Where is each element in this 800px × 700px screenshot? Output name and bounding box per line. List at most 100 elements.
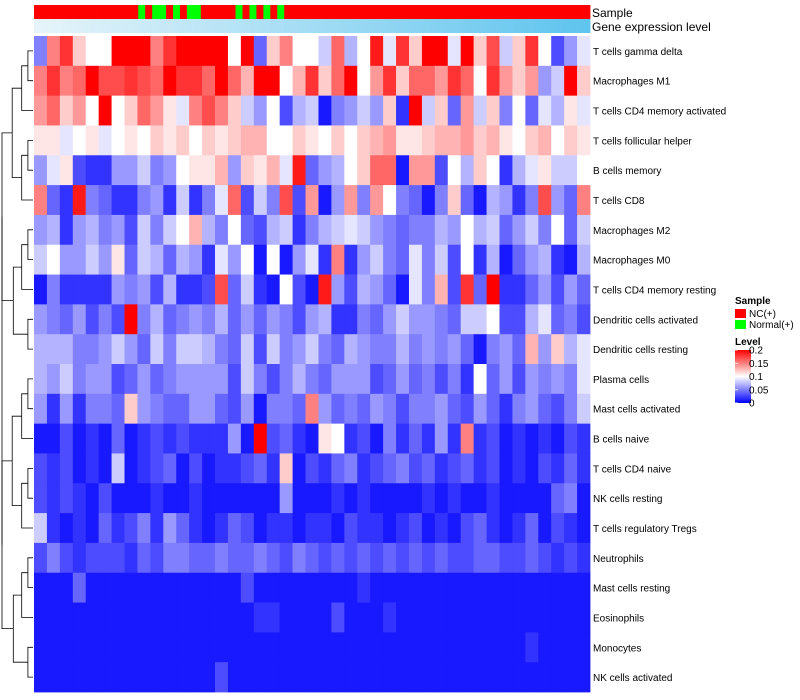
heatmap-cell [577, 125, 591, 156]
heatmap-cell [189, 632, 203, 663]
heatmap-cell [318, 244, 332, 275]
heatmap-cell [305, 244, 319, 275]
level-annotation-cell [534, 19, 542, 33]
heatmap-cell [396, 364, 410, 395]
sample-annotation-label: Sample [592, 6, 633, 20]
heatmap-cell [176, 572, 190, 603]
heatmap-cell [408, 304, 423, 335]
heatmap-cell [538, 632, 552, 663]
heatmap-cell [215, 513, 229, 544]
heatmap-cell [473, 662, 487, 693]
heatmap-cell [357, 214, 371, 246]
heatmap-cell [98, 304, 112, 335]
heatmap-cell [215, 393, 229, 425]
level-annotation-cell [103, 19, 111, 33]
dendrogram-branch [12, 594, 28, 663]
heatmap-cell [357, 602, 371, 633]
heatmap-cell [227, 65, 242, 97]
level-annotation-cell [471, 19, 480, 33]
heatmap-cell [318, 334, 332, 365]
heatmap-cell [421, 244, 436, 275]
heatmap-cell [473, 632, 487, 663]
heatmap-cell [163, 662, 177, 693]
heatmap-cell [202, 274, 216, 305]
heatmap-cell [72, 393, 87, 425]
heatmap-cell [370, 364, 384, 395]
heatmap-cell [111, 632, 125, 663]
heatmap-cell [499, 95, 513, 126]
heatmap-cell [525, 36, 539, 67]
heatmap-cell [34, 214, 48, 246]
heatmap-cell [473, 393, 487, 425]
heatmap-cell [202, 632, 216, 663]
heatmap-cell [266, 542, 281, 574]
heatmap-cell [150, 185, 164, 216]
heatmap-cell [447, 334, 462, 365]
heatmap-cell [512, 244, 526, 275]
level-annotation-cell [444, 19, 452, 33]
dendrogram-branch [11, 87, 22, 178]
heatmap-cell [202, 453, 216, 484]
heatmap-cell [318, 423, 332, 454]
heatmap-cell [331, 602, 345, 633]
heatmap-cell [279, 602, 293, 633]
heatmap-cell [72, 364, 87, 395]
heatmap-cell [538, 214, 552, 246]
heatmap-cell [408, 453, 423, 484]
sample-annotation-cell [249, 5, 257, 19]
heatmap-cell [357, 393, 371, 425]
sample-annotation-cell [298, 5, 306, 19]
level-annotation-cell [520, 19, 528, 33]
heatmap-cell [318, 36, 332, 67]
heatmap-cell [512, 214, 526, 246]
level-annotation-cell [325, 19, 334, 33]
level-annotation-cell [499, 19, 507, 33]
dendrogram-branch [27, 378, 33, 410]
heatmap-cell [525, 65, 539, 97]
heatmap-cell [59, 214, 74, 246]
sample-annotation-cell [40, 5, 49, 19]
row-label: Monocytes [593, 643, 641, 654]
heatmap-cell [447, 36, 462, 67]
heatmap-cell [331, 304, 345, 335]
heatmap-cell [279, 65, 293, 97]
heatmap-cell [189, 274, 203, 305]
heatmap-cell [59, 304, 74, 335]
heatmap-cell [499, 542, 513, 574]
heatmap-cell [460, 214, 475, 246]
heatmap-cell [473, 214, 487, 246]
heatmap-cell [564, 95, 578, 126]
sample-annotation-cell [464, 5, 473, 19]
heatmap-cell [331, 214, 345, 246]
heatmap-cell [344, 393, 358, 425]
heatmap-cell [176, 364, 190, 395]
heatmap-cell [486, 244, 500, 275]
heatmap-cell [163, 125, 177, 156]
heatmap-cell [538, 244, 552, 275]
heatmap-cell [202, 214, 216, 246]
heatmap-cell [318, 274, 332, 305]
heatmap-cell [344, 155, 358, 186]
level-annotation-cell [284, 19, 292, 33]
heatmap-cell [460, 334, 475, 365]
level-annotation-cell [583, 19, 591, 33]
heatmap-cell [150, 602, 164, 633]
legend-level-tick-label: 0.1 [749, 372, 763, 383]
heatmap-cell [72, 95, 87, 126]
heatmap-cell [551, 364, 565, 395]
heatmap-cell [408, 393, 423, 425]
level-annotation-cell [402, 19, 410, 33]
heatmap-cell [434, 393, 449, 425]
heatmap-cell [202, 393, 216, 425]
heatmap-cell [370, 155, 384, 186]
heatmap-cell [137, 453, 151, 484]
dendrogram-branch [21, 244, 33, 290]
heatmap-cell [447, 542, 462, 574]
heatmap-cell [215, 483, 229, 514]
row-label: T cells CD4 memory activated [593, 107, 726, 118]
level-annotation-cell [159, 19, 167, 33]
level-annotation-cell [569, 19, 577, 33]
sample-annotation-cell [409, 5, 417, 19]
heatmap-cell [163, 572, 177, 603]
heatmap-cell [512, 304, 526, 335]
